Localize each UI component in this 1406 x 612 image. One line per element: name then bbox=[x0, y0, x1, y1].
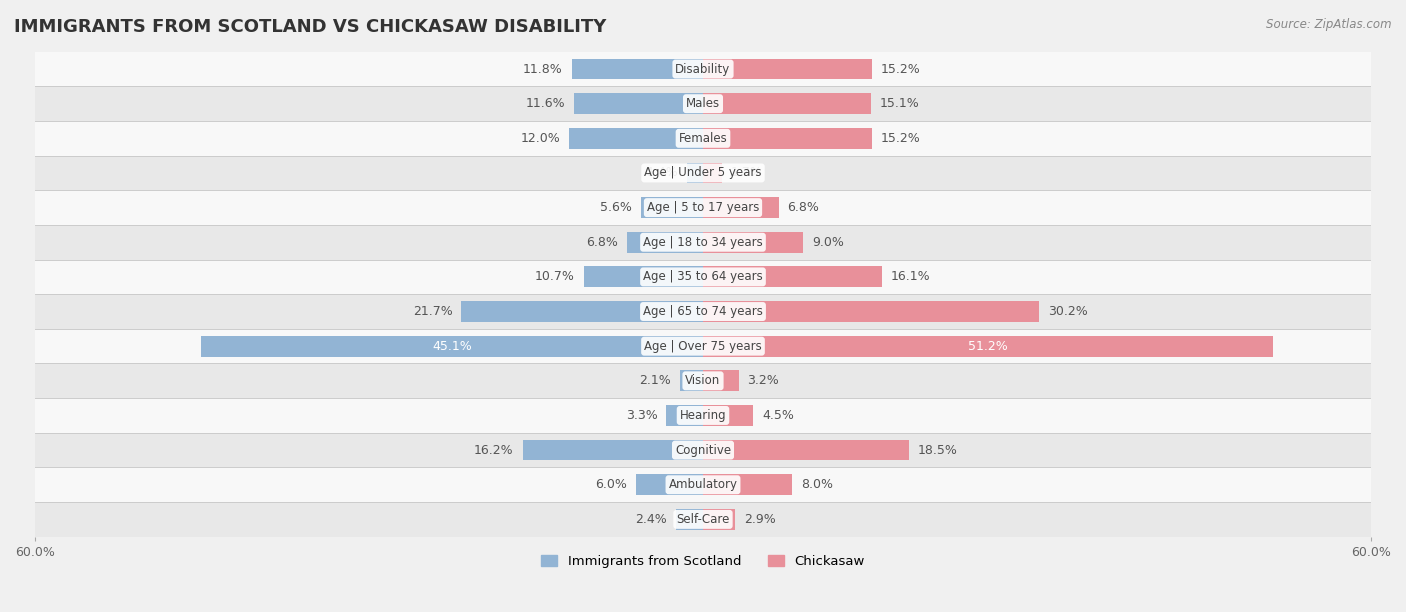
Text: 10.7%: 10.7% bbox=[536, 271, 575, 283]
Bar bbox=[583, 266, 703, 287]
Bar bbox=[35, 433, 1371, 468]
Text: 11.6%: 11.6% bbox=[526, 97, 565, 110]
Text: 2.1%: 2.1% bbox=[638, 375, 671, 387]
Bar bbox=[35, 468, 1371, 502]
Text: 15.2%: 15.2% bbox=[882, 62, 921, 75]
Bar bbox=[703, 439, 910, 460]
Bar bbox=[201, 336, 703, 357]
Bar bbox=[35, 52, 1371, 86]
Bar bbox=[35, 190, 1371, 225]
Text: 30.2%: 30.2% bbox=[1047, 305, 1088, 318]
Text: Ambulatory: Ambulatory bbox=[668, 478, 738, 491]
Text: Age | 35 to 64 years: Age | 35 to 64 years bbox=[643, 271, 763, 283]
Bar bbox=[35, 398, 1371, 433]
Bar bbox=[461, 301, 703, 322]
Text: Self-Care: Self-Care bbox=[676, 513, 730, 526]
Bar bbox=[574, 93, 703, 114]
Text: 1.7%: 1.7% bbox=[731, 166, 762, 179]
Text: 5.6%: 5.6% bbox=[600, 201, 631, 214]
Text: 15.2%: 15.2% bbox=[882, 132, 921, 145]
Text: Disability: Disability bbox=[675, 62, 731, 75]
Bar bbox=[35, 259, 1371, 294]
Text: IMMIGRANTS FROM SCOTLAND VS CHICKASAW DISABILITY: IMMIGRANTS FROM SCOTLAND VS CHICKASAW DI… bbox=[14, 18, 606, 36]
Bar bbox=[688, 163, 703, 184]
Bar bbox=[572, 59, 703, 80]
Text: 3.3%: 3.3% bbox=[626, 409, 658, 422]
Bar bbox=[703, 197, 779, 218]
Text: Age | Under 5 years: Age | Under 5 years bbox=[644, 166, 762, 179]
Text: Vision: Vision bbox=[685, 375, 721, 387]
Text: Hearing: Hearing bbox=[679, 409, 727, 422]
Text: Age | Over 75 years: Age | Over 75 years bbox=[644, 340, 762, 353]
Bar bbox=[35, 225, 1371, 259]
Text: Cognitive: Cognitive bbox=[675, 444, 731, 457]
Bar bbox=[666, 405, 703, 426]
Text: 45.1%: 45.1% bbox=[432, 340, 472, 353]
Text: 18.5%: 18.5% bbox=[918, 444, 957, 457]
Bar bbox=[703, 301, 1039, 322]
Bar bbox=[703, 59, 872, 80]
Bar bbox=[641, 197, 703, 218]
Bar bbox=[703, 474, 792, 495]
Bar bbox=[523, 439, 703, 460]
Text: 2.9%: 2.9% bbox=[744, 513, 776, 526]
Text: Age | 5 to 17 years: Age | 5 to 17 years bbox=[647, 201, 759, 214]
Bar bbox=[703, 232, 803, 253]
Bar bbox=[627, 232, 703, 253]
Bar bbox=[676, 509, 703, 530]
Text: 51.2%: 51.2% bbox=[969, 340, 1008, 353]
Bar bbox=[703, 93, 872, 114]
Text: 16.2%: 16.2% bbox=[474, 444, 513, 457]
Text: 2.4%: 2.4% bbox=[636, 513, 668, 526]
Bar bbox=[703, 370, 738, 391]
Bar bbox=[35, 155, 1371, 190]
Text: Males: Males bbox=[686, 97, 720, 110]
Text: 8.0%: 8.0% bbox=[801, 478, 832, 491]
Bar bbox=[703, 266, 882, 287]
Text: Age | 65 to 74 years: Age | 65 to 74 years bbox=[643, 305, 763, 318]
Text: 3.2%: 3.2% bbox=[748, 375, 779, 387]
Text: 1.4%: 1.4% bbox=[647, 166, 679, 179]
Bar bbox=[35, 294, 1371, 329]
Text: 16.1%: 16.1% bbox=[891, 271, 931, 283]
Text: Females: Females bbox=[679, 132, 727, 145]
Bar bbox=[35, 121, 1371, 155]
Text: 6.0%: 6.0% bbox=[595, 478, 627, 491]
Text: 11.8%: 11.8% bbox=[523, 62, 562, 75]
Legend: Immigrants from Scotland, Chickasaw: Immigrants from Scotland, Chickasaw bbox=[536, 550, 870, 574]
Text: 21.7%: 21.7% bbox=[413, 305, 453, 318]
Bar bbox=[569, 128, 703, 149]
Bar bbox=[703, 509, 735, 530]
Bar bbox=[703, 163, 721, 184]
Bar bbox=[679, 370, 703, 391]
Bar bbox=[703, 405, 754, 426]
Text: 6.8%: 6.8% bbox=[586, 236, 619, 248]
Text: 12.0%: 12.0% bbox=[520, 132, 561, 145]
Bar bbox=[636, 474, 703, 495]
Text: 6.8%: 6.8% bbox=[787, 201, 820, 214]
Bar bbox=[703, 336, 1272, 357]
Bar bbox=[35, 364, 1371, 398]
Bar bbox=[35, 329, 1371, 364]
Text: 4.5%: 4.5% bbox=[762, 409, 794, 422]
Text: Age | 18 to 34 years: Age | 18 to 34 years bbox=[643, 236, 763, 248]
Bar bbox=[35, 502, 1371, 537]
Bar bbox=[35, 86, 1371, 121]
Text: 9.0%: 9.0% bbox=[813, 236, 844, 248]
Text: 15.1%: 15.1% bbox=[880, 97, 920, 110]
Text: Source: ZipAtlas.com: Source: ZipAtlas.com bbox=[1267, 18, 1392, 31]
Bar bbox=[703, 128, 872, 149]
